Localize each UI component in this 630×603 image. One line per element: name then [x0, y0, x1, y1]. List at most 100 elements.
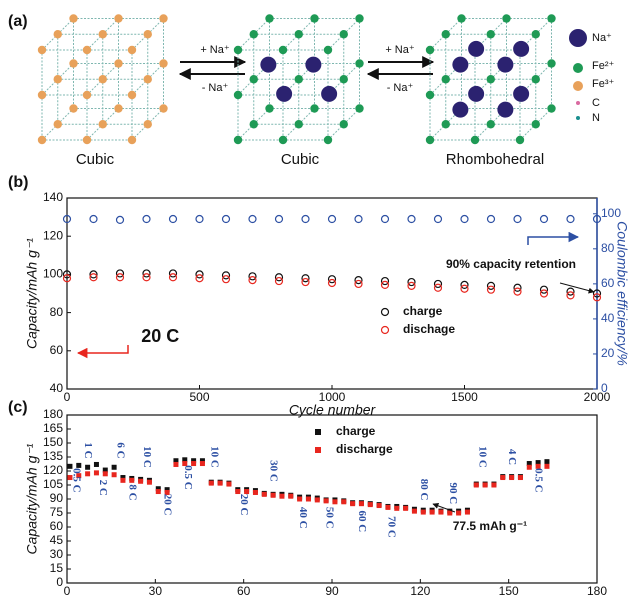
lattice-node — [339, 120, 348, 129]
data-point — [235, 489, 241, 495]
data-point — [592, 214, 602, 224]
data-point — [199, 461, 205, 467]
rate-label: 70 C — [385, 516, 397, 538]
lattice-node — [159, 59, 168, 68]
data-point — [67, 475, 73, 481]
lattice-node — [547, 14, 556, 23]
data-point — [460, 214, 469, 224]
data-point — [407, 277, 416, 287]
plot-frame — [66, 197, 598, 390]
data-point — [513, 287, 522, 296]
x-tick-label: 30 — [149, 584, 163, 598]
y-tick-label: 140 — [43, 190, 63, 204]
data-point — [182, 461, 188, 467]
x-tick-label: 0 — [64, 390, 71, 404]
data-point — [261, 491, 267, 497]
data-point — [252, 489, 258, 495]
lattice-node — [310, 104, 319, 113]
rate-label: 0.5 C — [182, 465, 194, 490]
rate-label: 8 C — [126, 484, 138, 500]
rate-label: 80 C — [418, 479, 430, 501]
lattice-node — [355, 104, 364, 113]
plot-frame — [66, 414, 598, 584]
data-point — [535, 463, 541, 469]
data-point — [301, 274, 310, 283]
data-point — [486, 281, 496, 290]
lattice-node — [82, 90, 92, 100]
data-point — [486, 285, 496, 294]
x-tick-label: 180 — [587, 584, 607, 598]
panel-label: (b) — [8, 174, 28, 191]
data-point — [62, 214, 72, 224]
y-tick-label: 120 — [43, 228, 63, 242]
na-ion — [513, 85, 530, 102]
legend-icon — [569, 29, 587, 47]
lattice-node — [355, 59, 364, 68]
axis-arrow — [527, 231, 580, 245]
data-point — [195, 274, 204, 283]
y-tick-label: 150 — [43, 435, 63, 449]
data-point — [301, 214, 310, 224]
legend-label: C — [592, 97, 600, 109]
lattice-node — [515, 135, 525, 145]
legend-marker — [315, 429, 321, 435]
y-tick-label: 135 — [43, 449, 63, 463]
data-point — [129, 477, 135, 483]
data-point — [248, 272, 257, 281]
lattice-node — [294, 30, 303, 39]
rate-label: 6 C — [114, 442, 126, 458]
data-point — [115, 269, 125, 278]
data-point — [438, 509, 444, 515]
data-point — [274, 273, 284, 282]
data-point — [566, 287, 575, 296]
data-point — [288, 493, 294, 499]
x-tick-label: 150 — [499, 584, 519, 598]
x-tick-label: 1000 — [319, 390, 346, 404]
data-point — [120, 477, 126, 483]
data-point — [85, 471, 91, 477]
annotation: 77.5 mAh g⁻¹ — [453, 519, 527, 533]
legend-label: Fe²⁺ — [592, 60, 615, 72]
data-point — [102, 471, 108, 477]
na-ion — [468, 85, 485, 102]
data-point — [539, 289, 549, 298]
data-point — [164, 487, 170, 493]
data-point — [526, 461, 532, 467]
lattice-node — [249, 75, 258, 84]
data-point — [67, 463, 73, 469]
data-point — [464, 509, 470, 515]
lattice-node — [441, 30, 450, 39]
data-point — [327, 278, 337, 288]
data-point — [199, 458, 205, 464]
data-point — [544, 463, 550, 469]
y-axis-title: Capacity/mAh g⁻¹ — [24, 238, 40, 349]
y-tick-label: 45 — [50, 533, 64, 547]
data-point — [164, 489, 170, 495]
data-point — [403, 505, 409, 511]
data-point — [76, 473, 82, 479]
data-point — [85, 464, 91, 470]
data-point — [138, 478, 144, 484]
data-point — [500, 475, 506, 481]
y2-tick-label: 20 — [601, 346, 615, 360]
data-point — [539, 285, 549, 294]
lattice-node — [486, 75, 495, 84]
rate-label: 4 C — [506, 449, 518, 465]
x-tick-label: 0 — [64, 584, 71, 598]
y-tick-label: 90 — [50, 491, 64, 505]
data-point — [566, 291, 575, 300]
legend-label: dischage — [403, 322, 455, 336]
x-tick-label: 90 — [325, 584, 339, 598]
na-ion — [276, 85, 293, 102]
data-point — [358, 501, 364, 507]
rate-label: 0.5 C — [533, 468, 545, 493]
data-point — [226, 481, 232, 487]
lattice-node — [355, 14, 364, 23]
data-point — [407, 281, 416, 290]
data-point — [76, 462, 82, 468]
lattice-node — [323, 135, 333, 145]
data-point — [517, 475, 523, 481]
lattice-node — [69, 59, 78, 68]
lattice-node — [486, 120, 495, 129]
data-point — [327, 275, 337, 284]
